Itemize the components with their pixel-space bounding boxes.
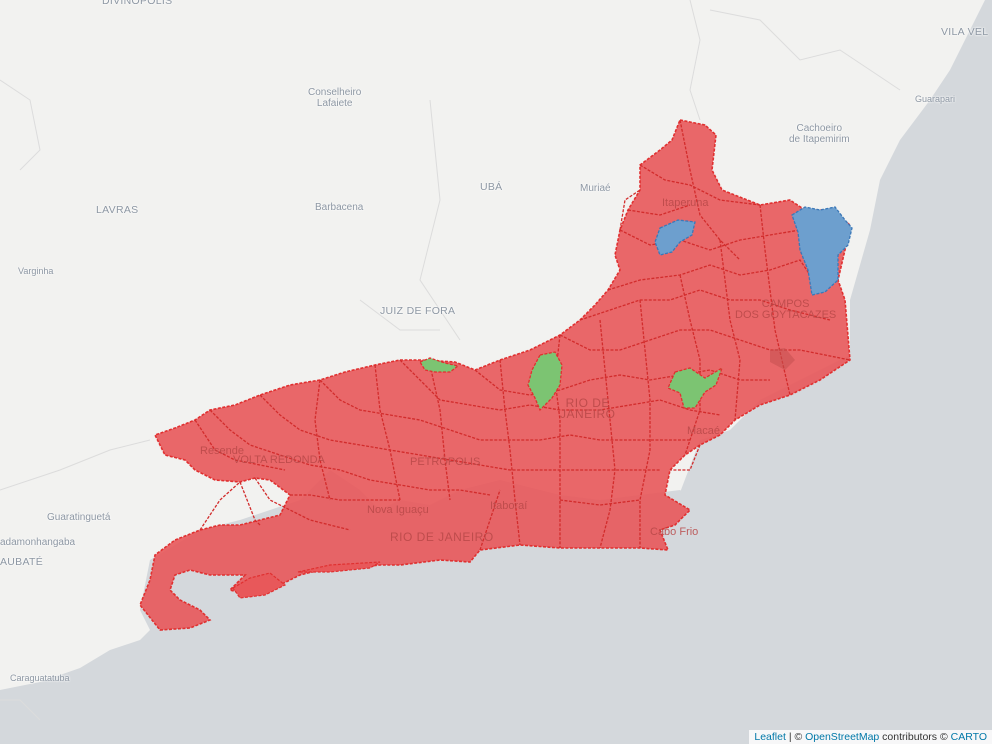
region-green-east[interactable] — [667, 366, 724, 409]
label-vila-velha: VILA VEL — [941, 26, 989, 38]
label-juiz-de-fora: JUIZ DE FORA — [380, 305, 456, 317]
region-green-center[interactable] — [527, 351, 563, 412]
lagoon-feijao — [770, 348, 795, 370]
label-resende: Resende — [200, 445, 245, 457]
label-conselheiro-lafaiete: Conselheiro Lafaiete — [308, 87, 362, 109]
map-attribution: Leaflet | © OpenStreetMap contributors ©… — [749, 730, 992, 744]
municipal-borders — [194, 119, 851, 551]
label-lavras: LAVRAS — [96, 204, 139, 216]
region-red-island-ilha-grande[interactable] — [232, 572, 287, 599]
label-campos: CAMPOS DOS GOYTACAZES — [735, 298, 837, 321]
label-guarapari: Guarapari — [915, 94, 956, 104]
region-blue-itaperuna[interactable] — [654, 219, 696, 256]
carto-link[interactable]: CARTO — [950, 731, 987, 743]
label-muriae: Muriaé — [580, 183, 611, 194]
label-volta-redonda: VOLTA REDONDA — [233, 454, 325, 466]
label-cachoeiro: Cachoeiro de Itapemirim — [789, 123, 850, 145]
attribution-contributors: contributors © — [879, 731, 951, 743]
label-nova-iguacu: Nova Iguaçu — [367, 504, 429, 516]
label-cabo-frio: Cabo Frio — [650, 526, 699, 538]
attribution-separator: | © — [785, 731, 806, 743]
label-taubate: AUBATÉ — [0, 556, 44, 568]
osm-link[interactable]: OpenStreetMap — [805, 731, 880, 743]
region-red-island-marambaia[interactable] — [297, 561, 381, 573]
label-caraguatatuba: Caraguatatuba — [10, 673, 70, 683]
label-macae: Macaé — [687, 425, 721, 437]
label-itaborai: Itaboraí — [490, 500, 528, 512]
label-rio-state: RIO DE JANEIRO — [560, 396, 616, 421]
region-blue-campos-north[interactable] — [791, 206, 853, 296]
label-guaratingueta: Guaratinguetá — [47, 512, 111, 523]
label-itaperuna: Itaperuna — [662, 197, 709, 209]
label-uba: UBÁ — [480, 181, 503, 193]
label-varginha: Varginha — [18, 266, 54, 276]
label-petropolis: PETRÓPOLIS — [410, 456, 481, 468]
label-pindamonhangaba: adamonhangaba — [0, 537, 76, 548]
basemap-lines — [0, 0, 901, 721]
label-divinopolis: DIVINÓPOLIS — [102, 0, 173, 7]
leaflet-link[interactable]: Leaflet — [754, 731, 786, 743]
label-barbacena: Barbacena — [315, 202, 364, 213]
label-rio-city: RIO DE JANEIRO — [390, 530, 494, 544]
region-green-north[interactable] — [419, 357, 460, 373]
